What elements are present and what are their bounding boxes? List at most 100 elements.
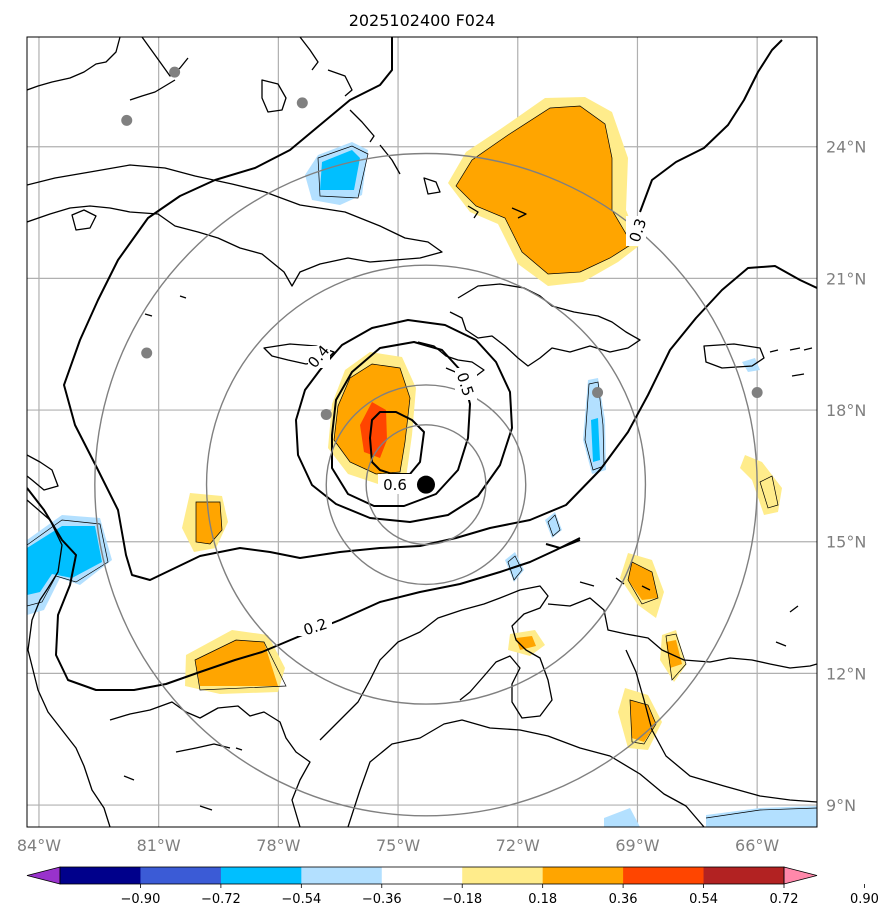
coastlines (27, 37, 817, 827)
contour-0.3-south (545, 539, 581, 549)
colorbar-tick-label: −0.54 (281, 892, 321, 907)
lon-tick-label: 69°W (615, 836, 659, 855)
shade-negative-w (27, 526, 102, 595)
colorbar-tick-label: −0.72 (201, 892, 241, 907)
station-marker (592, 387, 604, 398)
station-marker (320, 408, 332, 420)
colorbar-segment (623, 867, 705, 884)
contour-0.2 (63, 37, 817, 581)
coast-vi (769, 347, 813, 377)
colorbar-tick-label: 0.36 (609, 892, 638, 907)
colorbar-segment (60, 867, 141, 884)
lon-tick-label: 81°W (137, 836, 181, 855)
gridlines (27, 37, 817, 827)
shade-positive-sw (195, 640, 278, 686)
coast-san-andres (235, 747, 243, 751)
coast-cayman (144, 295, 187, 317)
shade-positive-strong-center (360, 402, 387, 458)
colorbar-extend-min (26, 866, 61, 885)
colorbar-tick-label: −0.18 (442, 892, 482, 907)
coast-trinidad (775, 605, 799, 647)
colorbar-segment (301, 867, 383, 884)
outline-neg-n (317, 145, 369, 199)
range-ring (94, 152, 758, 817)
colorbar-tick-label: 0.90 (850, 892, 879, 907)
outline-neg-e3 (507, 555, 523, 581)
coast-interior-venezuela (625, 649, 817, 803)
shade-negative-light-pr (742, 358, 760, 372)
shade-positive-e5 (516, 636, 536, 650)
lon-tick-label: 72°W (496, 836, 540, 855)
lon-tick-label: 66°W (735, 836, 779, 855)
colorbar-tick-label: 0.54 (689, 892, 718, 907)
lon-tick-label: 84°W (17, 836, 61, 855)
colorbar-segment (220, 867, 302, 884)
shade-positive-e2 (666, 640, 682, 668)
outline-neg-e2 (547, 514, 561, 537)
coast-puerto-rico (703, 343, 765, 369)
colorbar-extend-max (783, 866, 818, 885)
colorbar-frame (59, 866, 785, 885)
coast-bahamas-abaco (299, 37, 319, 71)
colorbar-segment (542, 867, 624, 884)
coast-hispaniola (449, 283, 641, 367)
contour-label-bg-0.3 (626, 216, 646, 246)
coast-keys (129, 79, 176, 101)
lat-tick-label: 21°N (826, 269, 866, 288)
latitude-labels: 9°N 12°N 15°N 18°N 21°N 24°N (826, 138, 866, 815)
contour-0.2-south (27, 487, 581, 691)
coast-bahamas-long (379, 144, 401, 175)
range-ring (325, 384, 527, 586)
map-frame (26, 36, 818, 828)
contour-0.3 (639, 39, 783, 213)
storm-center-marker (416, 475, 435, 494)
lon-tick-label: 78°W (256, 836, 300, 855)
colorbar-segment (703, 867, 785, 884)
lat-tick-label: 12°N (826, 664, 866, 683)
station-markers (121, 66, 763, 420)
outline-center (333, 363, 411, 475)
colorbar: −0.90 −0.72 −0.54 −0.36 −0.18 0.18 0.36 0.54 0.7… (26, 866, 879, 907)
colorbar-segment (381, 867, 463, 884)
contour-label-bg-0.2 (298, 616, 332, 636)
longitude-labels: 84°W 81°W 78°W 75°W 72°W 69°W 66°W (17, 836, 780, 855)
colorbar-tick-label: −0.90 (121, 892, 161, 907)
contour-0.4 (295, 319, 513, 523)
shade-negative-light-s (604, 806, 817, 827)
coast-turks (467, 205, 527, 219)
colorbar-segment (140, 867, 222, 884)
colorbar-tick-label: 0.18 (528, 892, 557, 907)
map-background (27, 37, 817, 827)
range-rings (94, 152, 758, 817)
outline-sw (194, 639, 287, 691)
station-marker (169, 66, 181, 78)
shade-positive-e3 (630, 700, 656, 742)
lat-tick-label: 24°N (826, 138, 866, 157)
shade-positive-ne (456, 106, 632, 274)
station-marker (296, 97, 308, 109)
map-panel: 0.2 0.3 0.4 0.5 0.6 (26, 36, 818, 828)
station-marker (141, 347, 153, 359)
shade-negative-n (320, 150, 360, 190)
station-marker (751, 387, 763, 398)
colorbar-tick-label: −0.36 (362, 892, 402, 907)
coast-isle-youth (71, 209, 97, 231)
contour-label-bg-0.5 (455, 368, 477, 400)
outline-neg-s (705, 807, 817, 819)
outline-ne (455, 105, 633, 275)
shade-positive-w (196, 502, 222, 544)
lat-tick-label: 15°N (826, 533, 866, 552)
coast-florida-gulf (141, 37, 189, 77)
coast-honduras-nicaragua (27, 499, 111, 827)
contour-label-bg-0.6 (378, 474, 412, 494)
coast-panama (109, 701, 311, 827)
coast-bahamas-exuma (349, 109, 375, 143)
map-title: 2025102400 F024 (349, 11, 496, 30)
contour-label-bg-0.4 (308, 346, 330, 368)
lat-tick-label: 18°N (826, 401, 866, 420)
outline-neg-w (27, 519, 109, 607)
coast-central-america (27, 454, 59, 491)
colorbar-segment (462, 867, 544, 884)
coast-venezuela (547, 597, 817, 669)
